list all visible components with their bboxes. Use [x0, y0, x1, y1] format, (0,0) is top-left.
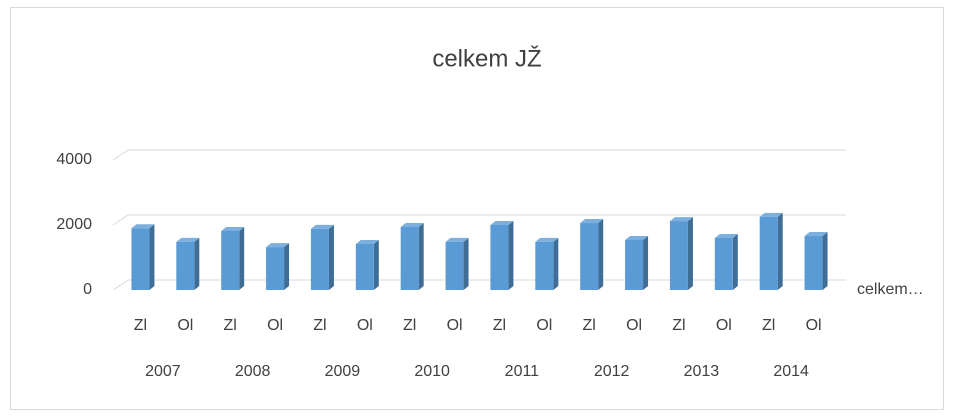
y-tick-label: 2000 — [56, 216, 92, 233]
grid-line — [112, 279, 846, 291]
bar-top — [714, 234, 738, 238]
x-tick-label: Zl — [493, 317, 506, 334]
bar-side — [328, 224, 334, 290]
x-tick-label: Ol — [177, 317, 193, 334]
bar — [714, 238, 733, 290]
bar-top — [580, 219, 604, 224]
bar-side — [508, 221, 514, 290]
bar — [445, 241, 464, 290]
x-tick-label: Ol — [267, 317, 283, 334]
bar-side — [687, 217, 693, 290]
x-tick-label: Ol — [357, 317, 373, 334]
bar-side — [194, 237, 200, 290]
group-label: 2014 — [773, 363, 809, 380]
x-tick-label: Zl — [762, 317, 775, 334]
x-tick-label: Ol — [626, 317, 642, 334]
bar-side — [463, 237, 469, 290]
bar-side — [643, 235, 649, 290]
x-tick-label: Ol — [447, 317, 463, 334]
x-tick-label: Zl — [672, 317, 685, 334]
bar-top — [266, 243, 290, 248]
bar — [176, 241, 195, 290]
bar — [490, 225, 509, 290]
bar-side — [373, 240, 379, 290]
bar-top — [400, 222, 424, 227]
x-tick-label: Ol — [536, 317, 552, 334]
bar — [221, 231, 240, 290]
x-tick-label: Zl — [403, 317, 416, 334]
group-label: 2011 — [505, 363, 540, 380]
bar-top — [131, 224, 155, 229]
bar-side — [598, 219, 604, 290]
group-label: 2008 — [235, 363, 271, 380]
group-label: 2013 — [684, 363, 720, 380]
bar-side — [418, 222, 424, 290]
bar-side — [822, 232, 828, 290]
bar-top — [310, 224, 334, 229]
chart-border — [10, 7, 944, 410]
grid-line — [112, 149, 846, 161]
bar-side — [553, 237, 559, 290]
bar-side — [284, 243, 290, 290]
bar-top — [625, 235, 649, 240]
bar — [355, 244, 374, 290]
grid-line — [112, 214, 846, 226]
bar-top — [804, 232, 828, 237]
bar-top — [490, 221, 514, 225]
x-tick-label: Ol — [806, 317, 822, 334]
bar-top — [445, 237, 469, 242]
bar — [310, 228, 329, 290]
bar-side — [732, 234, 738, 290]
bar-top — [759, 212, 783, 217]
bar — [266, 247, 285, 290]
x-tick-label: Zl — [313, 317, 326, 334]
bar — [669, 221, 688, 290]
y-tick-label: 4000 — [56, 151, 92, 168]
x-tick-label: Zl — [583, 317, 596, 334]
bar-top — [669, 217, 693, 222]
bar-side — [777, 212, 783, 290]
x-tick-label: Ol — [716, 317, 732, 334]
bar — [535, 241, 554, 290]
bar — [804, 236, 823, 290]
bar-side — [149, 224, 155, 290]
group-label: 2007 — [145, 363, 181, 380]
bar — [400, 226, 419, 290]
group-label: 2012 — [594, 363, 630, 380]
x-tick-label: Zl — [134, 317, 147, 334]
bar — [131, 228, 150, 290]
legend-label: celkem… — [857, 281, 924, 298]
bar — [625, 239, 644, 290]
bar — [759, 216, 778, 290]
bar-side — [239, 227, 245, 290]
y-tick-label: 0 — [83, 281, 92, 298]
bar-top — [355, 240, 379, 245]
x-tick-label: Zl — [224, 317, 237, 334]
group-label: 2009 — [325, 363, 361, 380]
bar-top — [221, 227, 245, 232]
bar-top — [535, 237, 559, 242]
group-label: 2010 — [414, 363, 450, 380]
bar — [580, 223, 599, 290]
chart-title: celkem JŽ — [432, 45, 541, 72]
bar-top — [176, 237, 200, 242]
